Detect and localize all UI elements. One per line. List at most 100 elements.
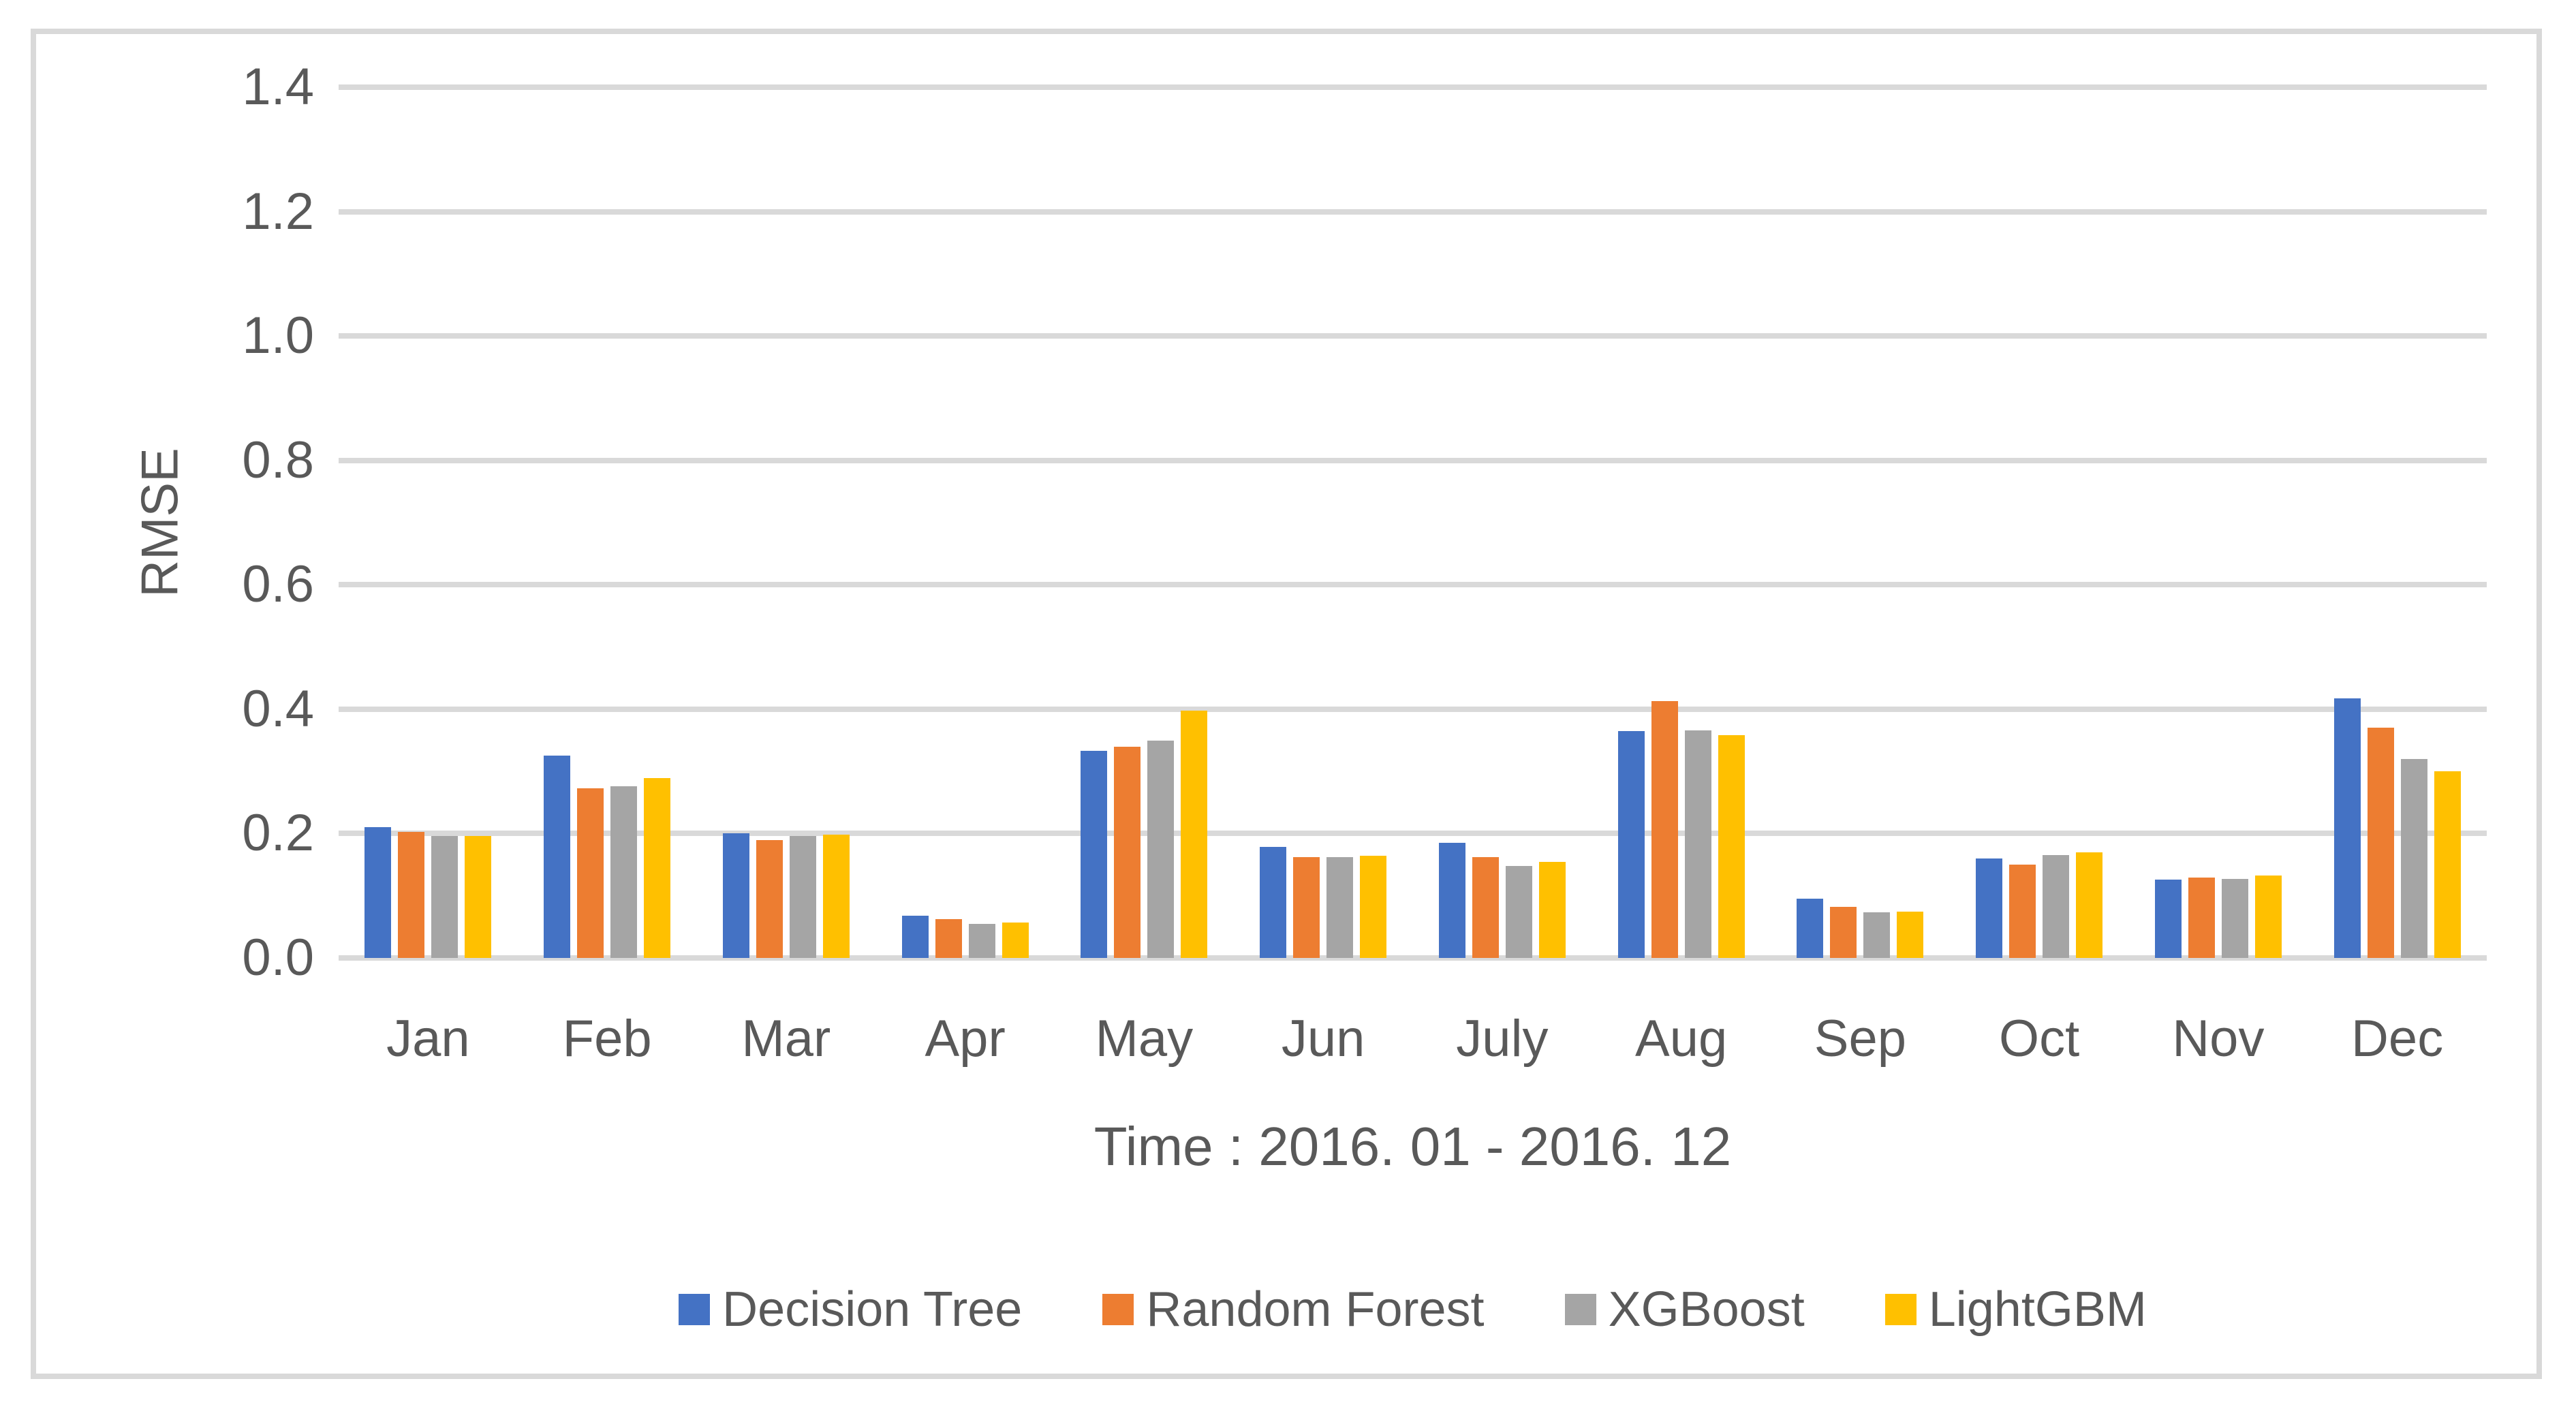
x-axis-title: Time : 2016. 01 - 2016. 12 xyxy=(1093,1116,1732,1177)
bar-random-forest-mar xyxy=(756,839,783,958)
legend-swatch-icon xyxy=(679,1294,711,1325)
bar-group-may xyxy=(1055,87,1234,958)
x-tick-label-mar: Mar xyxy=(741,1010,831,1068)
legend-swatch-icon xyxy=(1102,1294,1134,1325)
bar-random-forest-sep xyxy=(1830,907,1857,958)
bar-xgboost-nov xyxy=(2221,879,2248,958)
x-tick-label-may: May xyxy=(1095,1010,1194,1068)
y-tick-label: 0.4 xyxy=(242,679,314,738)
bar-decision-tree-feb xyxy=(544,756,571,958)
bar-random-forest-july xyxy=(1472,857,1499,958)
bar-decision-tree-july xyxy=(1438,843,1465,958)
bar-decision-tree-dec xyxy=(2333,698,2361,958)
gridline-1.4 xyxy=(339,84,2487,90)
legend-label: LightGBM xyxy=(1928,1282,2147,1337)
bar-xgboost-sep xyxy=(1863,912,1891,958)
gridline-0.6 xyxy=(339,582,2487,588)
bar-lightgbm-feb xyxy=(644,778,671,958)
bar-group-july xyxy=(1413,87,1592,958)
bar-group-feb xyxy=(518,87,697,958)
bar-lightgbm-oct xyxy=(2076,852,2103,958)
bar-decision-tree-may xyxy=(1081,751,1108,958)
bar-decision-tree-mar xyxy=(722,833,749,958)
bar-lightgbm-sep xyxy=(1897,912,1924,958)
bar-random-forest-jun xyxy=(1293,857,1320,958)
bar-group-jan xyxy=(339,87,518,958)
bar-group-oct xyxy=(1950,87,2129,958)
legend-entry-xgboost: XGBoost xyxy=(1564,1282,1805,1337)
bar-xgboost-feb xyxy=(610,786,638,958)
y-tick-label: 0.2 xyxy=(242,804,314,863)
bar-xgboost-jun xyxy=(1326,857,1354,958)
bar-xgboost-oct xyxy=(2043,855,2070,958)
bar-decision-tree-apr xyxy=(901,915,929,958)
y-axis-title: RMSE xyxy=(131,448,189,598)
bar-lightgbm-mar xyxy=(822,835,850,958)
y-tick-label: 0.8 xyxy=(242,431,314,489)
bar-group-dec xyxy=(2308,87,2487,958)
plot-area xyxy=(339,84,2487,961)
y-tick-label: 1.2 xyxy=(242,182,314,241)
bar-xgboost-may xyxy=(1147,740,1175,958)
chart-frame-border xyxy=(31,29,2542,1379)
y-tick-label: 0.6 xyxy=(242,555,314,614)
gridline-0.2 xyxy=(339,831,2487,837)
bar-xgboost-apr xyxy=(968,923,995,958)
gridline-1.2 xyxy=(339,208,2487,215)
bar-random-forest-dec xyxy=(2367,728,2394,958)
bar-group-sep xyxy=(1771,87,1950,958)
x-axis-tick-labels: Jan Feb Mar Apr May Jun July Aug Sep Oct Nov Dec xyxy=(339,1010,2487,1068)
bar-group-aug xyxy=(1592,87,1771,958)
x-tick-label-apr: Apr xyxy=(925,1010,1006,1068)
gridline-0.8 xyxy=(339,457,2487,463)
bar-group-mar xyxy=(697,87,876,958)
bar-lightgbm-jan xyxy=(465,836,492,958)
gridline-0.0 xyxy=(339,955,2487,961)
x-tick-label-oct: Oct xyxy=(1999,1010,2080,1068)
x-tick-label-dec: Dec xyxy=(2351,1010,2444,1068)
x-tick-label-sep: Sep xyxy=(1814,1010,1906,1068)
bar-groups xyxy=(339,87,2487,958)
legend-label: Random Forest xyxy=(1146,1282,1485,1337)
legend-swatch-icon xyxy=(1564,1294,1596,1325)
y-tick-label: 1.0 xyxy=(242,307,314,365)
legend-label: XGBoost xyxy=(1608,1282,1805,1337)
bar-random-forest-oct xyxy=(2009,865,2036,958)
x-tick-label-aug: Aug xyxy=(1635,1010,1728,1068)
x-tick-label-jan: Jan xyxy=(386,1010,470,1068)
bar-decision-tree-jan xyxy=(364,827,392,958)
bar-random-forest-aug xyxy=(1651,701,1678,958)
bar-decision-tree-sep xyxy=(1797,899,1824,958)
gridline-1.0 xyxy=(339,333,2487,339)
bar-random-forest-jan xyxy=(398,831,425,958)
y-tick-label: 0.0 xyxy=(242,929,314,987)
bar-random-forest-apr xyxy=(935,919,962,958)
legend-entry-decision-tree: Decision Tree xyxy=(679,1282,1022,1337)
bar-lightgbm-aug xyxy=(1718,735,1745,958)
bar-lightgbm-dec xyxy=(2434,771,2461,958)
legend-entry-random-forest: Random Forest xyxy=(1102,1282,1485,1337)
bar-xgboost-aug xyxy=(1684,730,1711,958)
bar-xgboost-jan xyxy=(431,836,459,958)
x-tick-label-nov: Nov xyxy=(2172,1010,2265,1068)
gridline-0.4 xyxy=(339,706,2487,712)
bar-decision-tree-nov xyxy=(2154,879,2182,958)
bar-lightgbm-may xyxy=(1181,710,1208,958)
bar-xgboost-dec xyxy=(2400,758,2427,958)
bar-decision-tree-oct xyxy=(1976,858,2003,958)
y-tick-label: 1.4 xyxy=(242,58,314,116)
bar-random-forest-may xyxy=(1114,746,1141,958)
legend-entry-lightgbm: LightGBM xyxy=(1884,1282,2147,1337)
bar-lightgbm-july xyxy=(1538,861,1566,958)
bar-xgboost-mar xyxy=(789,836,816,958)
bar-decision-tree-jun xyxy=(1260,846,1287,958)
bar-decision-tree-aug xyxy=(1617,730,1645,958)
x-tick-label-jun: Jun xyxy=(1281,1010,1365,1068)
bar-group-nov xyxy=(2129,87,2308,958)
bar-random-forest-nov xyxy=(2188,878,2215,958)
legend-label: Decision Tree xyxy=(722,1282,1023,1337)
bar-xgboost-july xyxy=(1505,865,1532,958)
legend: Decision Tree Random Forest XGBoost LightGB… xyxy=(339,1282,2487,1337)
bar-lightgbm-jun xyxy=(1360,856,1387,958)
